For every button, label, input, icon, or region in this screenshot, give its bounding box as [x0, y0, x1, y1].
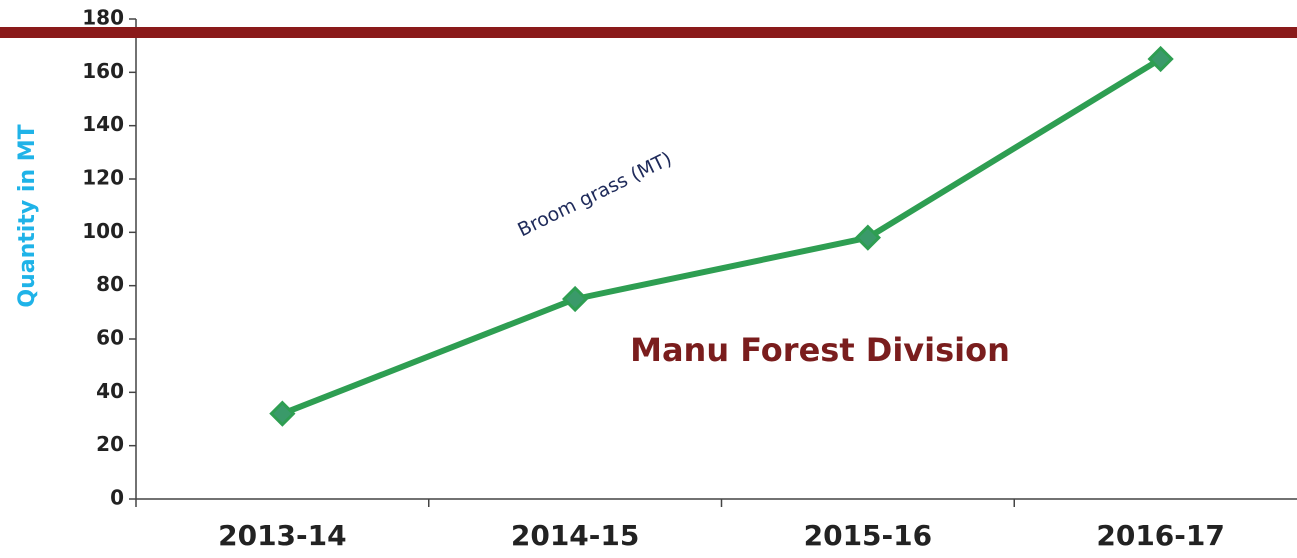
y-tick-label: 20	[96, 432, 124, 456]
y-tick-label: 180	[82, 6, 124, 30]
x-tick-label: 2016-17	[1096, 519, 1225, 552]
y-tick-label: 160	[82, 59, 124, 83]
annotation: Manu Forest Division	[630, 331, 1010, 369]
y-tick-label: 0	[110, 486, 124, 510]
header-bar	[0, 27, 1297, 38]
data-point	[269, 400, 296, 427]
data-point	[854, 224, 881, 251]
data-point	[1147, 45, 1174, 73]
data-point	[562, 285, 589, 313]
series-line	[281, 56, 1163, 417]
x-tick-label: 2014-15	[511, 519, 640, 552]
y-tick-label: 140	[82, 112, 124, 136]
y-tick-label: 80	[96, 272, 124, 296]
y-tick-label: 120	[82, 166, 124, 190]
y-tick-label: 60	[96, 326, 124, 350]
series-label: Broom grass (MT)	[514, 148, 675, 242]
x-tick-label: 2013-14	[218, 519, 347, 552]
x-tick-label: 2015-16	[804, 519, 933, 552]
y-tick-label: 100	[82, 219, 124, 243]
y-axis-label: Quantity in MT	[15, 124, 40, 307]
y-tick-label: 40	[96, 379, 124, 403]
